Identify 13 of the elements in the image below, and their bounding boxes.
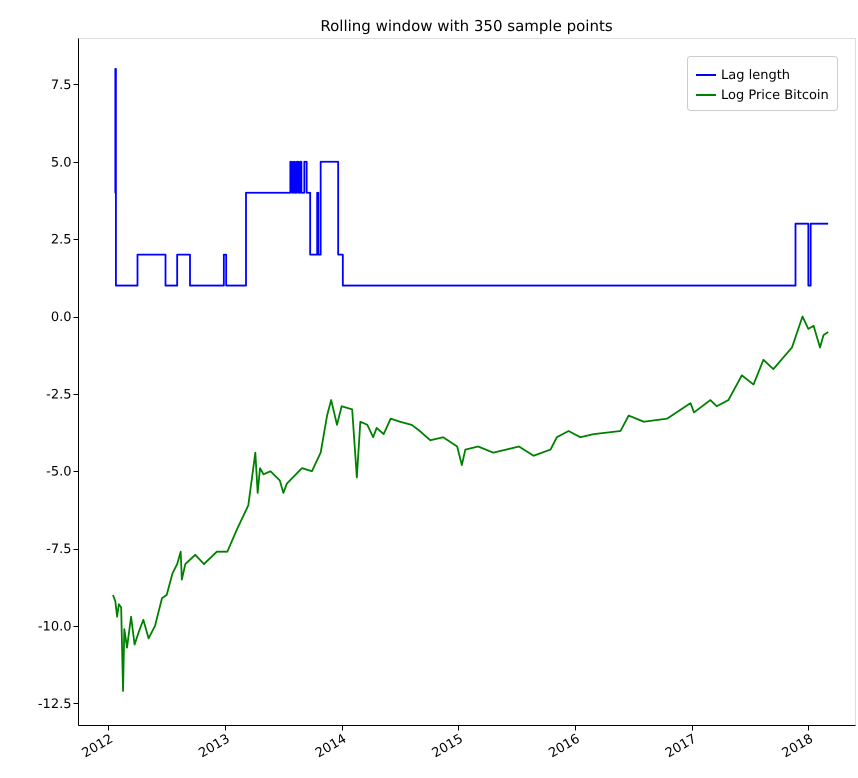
y-tick-label: -2.5 <box>46 387 72 402</box>
line-series <box>112 316 830 692</box>
y-tick-label: 0.0 <box>50 310 72 326</box>
y-tick-label: 7.5 <box>50 78 72 93</box>
legend-label: Lag length <box>721 68 790 83</box>
y-tick-label: -12.5 <box>38 696 72 712</box>
y-tick-label: 5.0 <box>50 155 72 170</box>
y-tick-label: -5.0 <box>46 464 72 480</box>
y-tick-label: -7.5 <box>46 542 72 558</box>
y-tick-label: -10.0 <box>38 619 72 634</box>
chart-title: Rolling window with 350 sample points <box>320 17 613 35</box>
y-tick-label: 2.5 <box>50 232 72 248</box>
legend-label: Log Price Bitcoin <box>721 88 829 103</box>
